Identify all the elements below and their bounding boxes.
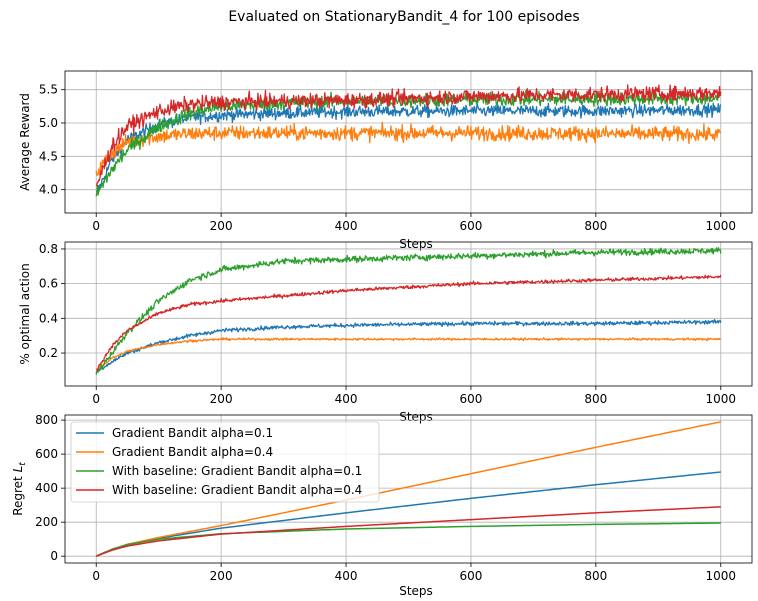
axis-ticks: 0 200 400 600 800 1000 4.0 4.5 5.0 5.5 bbox=[39, 83, 736, 233]
y-tick-label: 4.5 bbox=[39, 149, 58, 163]
x-tick-label: 600 bbox=[460, 569, 483, 583]
x-tick-label: 1000 bbox=[705, 219, 736, 233]
x-tick-label: 400 bbox=[335, 569, 358, 583]
series-lines bbox=[95, 421, 721, 557]
x-tick-label: 1000 bbox=[705, 392, 736, 406]
x-tick-label: 600 bbox=[460, 219, 483, 233]
y-tick-label: 600 bbox=[35, 447, 58, 461]
plot-frame bbox=[64, 70, 753, 214]
series-line-4 bbox=[95, 84, 722, 187]
series-line-3 bbox=[95, 522, 721, 557]
x-tick-label: 800 bbox=[584, 569, 607, 583]
series-line-2 bbox=[95, 121, 722, 177]
regret-panel: 0 200 400 600 800 1000 0 200 400 600 800 Regret Lt… bbox=[11, 413, 753, 598]
y-tick-label: 800 bbox=[35, 413, 58, 427]
y-axis-label: % optimal action bbox=[18, 263, 32, 364]
series-line-2 bbox=[95, 337, 722, 372]
y-tick-label: 0.2 bbox=[39, 346, 58, 360]
series-lines bbox=[95, 84, 722, 197]
legend-label: Gradient Bandit alpha=0.4 bbox=[112, 445, 273, 459]
x-tick-label: 1000 bbox=[705, 569, 736, 583]
y-tick-label: 0.8 bbox=[39, 242, 58, 256]
legend-entry: With baseline: Gradient Bandit alpha=0.1 bbox=[76, 464, 362, 478]
y-tick-label: 0.6 bbox=[39, 277, 58, 291]
x-tick-label: 0 bbox=[92, 392, 100, 406]
x-tick-label: 200 bbox=[210, 569, 233, 583]
legend-entry: Gradient Bandit alpha=0.4 bbox=[76, 445, 273, 459]
y-tick-label: 5.0 bbox=[39, 116, 58, 130]
x-tick-label: 0 bbox=[92, 569, 100, 583]
x-tick-label: 400 bbox=[335, 219, 358, 233]
series-lines bbox=[95, 247, 722, 375]
x-tick-label: 0 bbox=[92, 219, 100, 233]
y-tick-label: 4.0 bbox=[39, 183, 58, 197]
series-line-4 bbox=[96, 274, 722, 371]
y-tick-label: 0 bbox=[50, 549, 58, 563]
legend: Gradient Bandit alpha=0.1 Gradient Bandi… bbox=[70, 421, 380, 503]
grid-lines bbox=[65, 242, 752, 386]
plot-frame bbox=[64, 414, 753, 564]
axis-ticks: 0 200 400 600 800 1000 0 200 400 600 800 bbox=[35, 413, 736, 583]
x-tick-label: 200 bbox=[210, 219, 233, 233]
series-line-1 bbox=[95, 319, 722, 374]
series-line-2 bbox=[95, 421, 721, 557]
legend-label: With baseline: Gradient Bandit alpha=0.4 bbox=[112, 483, 362, 497]
y-tick-label: 0.4 bbox=[39, 311, 58, 325]
legend-box bbox=[70, 421, 380, 503]
legend-label: Gradient Bandit alpha=0.1 bbox=[112, 426, 273, 440]
plot-frame bbox=[64, 241, 753, 387]
x-tick-label: 800 bbox=[584, 219, 607, 233]
figure-title: Evaluated on StationaryBandit_4 for 100 … bbox=[228, 9, 579, 25]
legend-label: With baseline: Gradient Bandit alpha=0.1 bbox=[112, 464, 362, 478]
y-tick-label: 5.5 bbox=[39, 83, 58, 97]
series-line-1 bbox=[95, 471, 721, 557]
axis-ticks: 0 200 400 600 800 1000 0.2 0.4 0.6 0.8 bbox=[39, 242, 736, 406]
x-tick-label: 800 bbox=[584, 392, 607, 406]
y-tick-label: 400 bbox=[35, 481, 58, 495]
legend-entry: Gradient Bandit alpha=0.1 bbox=[76, 426, 273, 440]
optimal-action-panel: 0 200 400 600 800 1000 0.2 0.4 0.6 0.8 % optimal … bbox=[18, 241, 753, 424]
x-axis-label: Steps bbox=[399, 410, 433, 424]
x-axis-label: Steps bbox=[399, 584, 433, 598]
average-reward-panel: 0 200 400 600 800 1000 4.0 4.5 5.0 5.5 Average Re… bbox=[18, 70, 753, 251]
x-tick-label: 400 bbox=[335, 392, 358, 406]
series-line-4 bbox=[95, 506, 721, 557]
x-tick-label: 600 bbox=[460, 392, 483, 406]
y-axis-label: Regret Lt bbox=[11, 462, 28, 516]
legend-entry: With baseline: Gradient Bandit alpha=0.4 bbox=[76, 483, 362, 497]
series-line-1 bbox=[95, 102, 722, 193]
x-axis-label: Steps bbox=[399, 237, 433, 251]
x-tick-label: 200 bbox=[210, 392, 233, 406]
series-line-3 bbox=[95, 247, 722, 375]
y-tick-label: 200 bbox=[35, 515, 58, 529]
y-axis-label: Average Reward bbox=[18, 93, 32, 191]
